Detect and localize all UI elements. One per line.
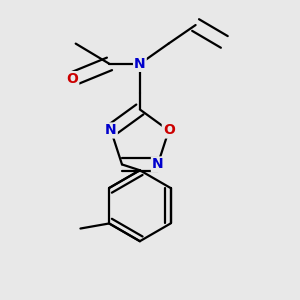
Text: O: O (163, 124, 175, 137)
Text: N: N (134, 57, 146, 71)
Text: O: O (66, 72, 78, 86)
Text: N: N (152, 158, 164, 172)
Text: N: N (105, 124, 117, 137)
